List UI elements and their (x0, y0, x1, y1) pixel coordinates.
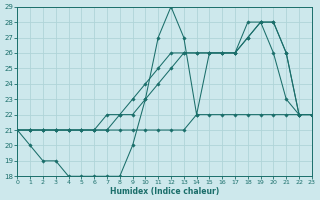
X-axis label: Humidex (Indice chaleur): Humidex (Indice chaleur) (110, 187, 219, 196)
